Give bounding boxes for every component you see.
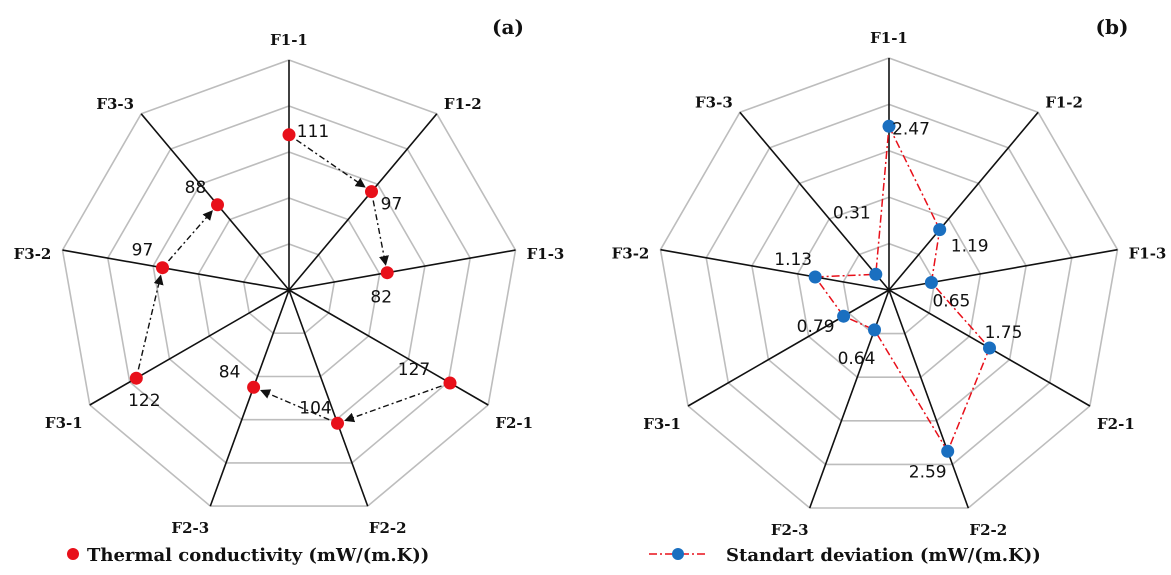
data-value-label: 88 bbox=[185, 178, 207, 198]
legend-label-a: Thermal conductivity (mW/(m.K)) bbox=[87, 545, 429, 566]
axis-spoke bbox=[888, 248, 1118, 291]
data-value-label: 111 bbox=[297, 122, 329, 142]
axis-spoke bbox=[739, 111, 890, 291]
axis-spoke bbox=[888, 289, 970, 509]
grid-ring bbox=[152, 151, 426, 421]
data-point bbox=[869, 267, 883, 281]
data-value-label: 0.64 bbox=[838, 349, 876, 369]
radar-chart-b: F1-1 F1-2 F1-3 F2-1 F2-2 F2-3 F3-1 F3-2 F3-3 2.47… bbox=[612, 29, 1167, 539]
radar-chart-a: F1-1 F1-2 F1-3 F2-1 F2-2 F2-3 F3-1 F3-2 F3-3 111 9… bbox=[14, 31, 565, 537]
grid-ring bbox=[796, 196, 982, 379]
axis-spoke bbox=[687, 289, 890, 407]
trend-arrow bbox=[296, 139, 366, 188]
category-label: F2-2 bbox=[369, 519, 407, 537]
trend-arrow bbox=[344, 385, 442, 423]
trend-arrow bbox=[260, 389, 330, 421]
category-label: F3-1 bbox=[45, 414, 83, 432]
grid-ring bbox=[705, 103, 1073, 466]
data-value-label: 104 bbox=[299, 398, 331, 418]
category-label: F3-2 bbox=[14, 245, 52, 263]
legend-marker-b bbox=[672, 548, 684, 560]
category-label: F1-2 bbox=[444, 95, 482, 113]
grid-ring bbox=[842, 242, 936, 335]
axis-spoke bbox=[288, 249, 516, 291]
data-point bbox=[380, 266, 394, 280]
data-value-label: 1.75 bbox=[985, 323, 1023, 343]
data-point bbox=[837, 309, 851, 323]
category-label: F1-1 bbox=[270, 31, 308, 49]
category-label: F2-3 bbox=[771, 521, 809, 539]
data-value-label: 1.19 bbox=[951, 237, 989, 257]
data-point bbox=[941, 444, 955, 458]
data-point bbox=[882, 119, 896, 133]
trend-arrow bbox=[372, 200, 389, 266]
axis-spoke bbox=[209, 289, 290, 507]
grid-ring bbox=[61, 59, 517, 507]
category-label: F2-1 bbox=[1097, 415, 1135, 433]
data-value-label: 82 bbox=[370, 288, 392, 308]
category-label: F2-3 bbox=[171, 519, 209, 537]
data-point bbox=[365, 185, 378, 199]
data-point bbox=[983, 341, 996, 355]
category-label: F1-1 bbox=[870, 29, 908, 47]
data-point bbox=[443, 376, 457, 390]
legend-label-b: Standart deviation (mW/(m.K)) bbox=[726, 545, 1041, 566]
data-point bbox=[331, 416, 344, 430]
category-label: F1-2 bbox=[1045, 93, 1083, 111]
data-point bbox=[211, 198, 224, 212]
data-point bbox=[247, 380, 261, 394]
data-value-label: 1.13 bbox=[774, 250, 812, 270]
axis-spoke bbox=[288, 289, 369, 507]
panel-label-a: (a) bbox=[492, 15, 524, 39]
grid-ring bbox=[659, 57, 1119, 509]
category-label: F2-1 bbox=[495, 414, 533, 432]
category-label: F3-1 bbox=[643, 415, 681, 433]
data-value-label: 84 bbox=[219, 362, 241, 382]
grid-ring bbox=[751, 149, 1027, 422]
category-label: F3-3 bbox=[695, 93, 733, 111]
legend: Thermal conductivity (mW/(m.K)) Standart… bbox=[67, 545, 1041, 566]
data-value-label: 97 bbox=[132, 241, 154, 261]
panel-label-b: (b) bbox=[1096, 15, 1129, 39]
legend-marker-a bbox=[67, 548, 79, 560]
data-value-label: 122 bbox=[128, 391, 160, 411]
data-point bbox=[868, 323, 881, 337]
axis-spoke bbox=[89, 289, 290, 406]
category-label: F2-2 bbox=[969, 521, 1007, 539]
axis-spoke bbox=[660, 248, 890, 291]
axis-spoke bbox=[888, 111, 1039, 291]
data-value-label: 2.59 bbox=[909, 462, 947, 482]
category-label: F1-3 bbox=[1129, 245, 1167, 263]
data-value-label: 0.31 bbox=[833, 203, 871, 223]
data-point bbox=[808, 270, 822, 284]
axis-spoke bbox=[62, 249, 290, 291]
grid-ring bbox=[242, 243, 336, 335]
data-point bbox=[924, 276, 938, 289]
data-point bbox=[129, 371, 143, 385]
data-value-label: 0.65 bbox=[932, 292, 970, 312]
category-label: F1-3 bbox=[527, 245, 565, 263]
data-value-label: 0.79 bbox=[797, 317, 835, 337]
category-label: F3-2 bbox=[612, 245, 650, 263]
data-point bbox=[933, 223, 947, 237]
grid-ring bbox=[197, 197, 381, 378]
data-point bbox=[156, 261, 169, 275]
data-value-label: 127 bbox=[398, 360, 430, 380]
grid-ring bbox=[106, 105, 472, 464]
trend-arrow bbox=[137, 274, 164, 370]
axis-spoke bbox=[288, 113, 438, 291]
trend-arrow bbox=[167, 210, 213, 262]
data-point bbox=[282, 128, 296, 142]
data-value-label: 2.47 bbox=[892, 119, 930, 139]
data-value-label: 97 bbox=[381, 195, 403, 215]
series-line bbox=[813, 123, 991, 453]
category-label: F3-3 bbox=[96, 95, 134, 113]
